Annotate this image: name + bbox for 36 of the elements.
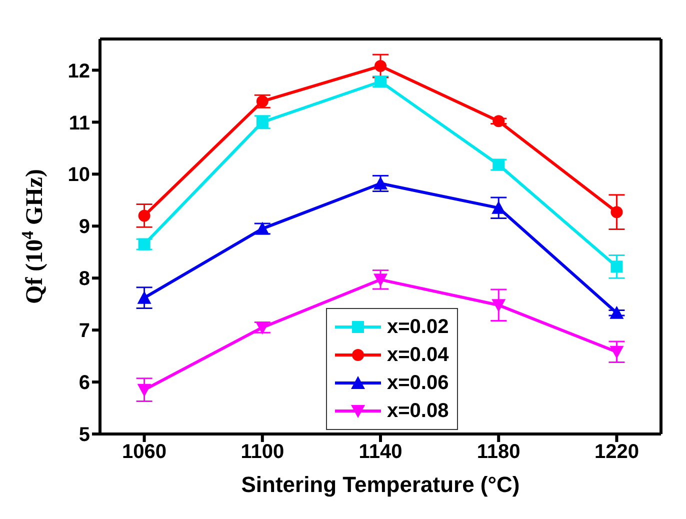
y-tick-label: 9 (78, 216, 90, 238)
point (374, 176, 388, 190)
y-tick-label: 5 (78, 424, 90, 446)
point (256, 116, 268, 128)
y-tick-label: 10 (68, 164, 90, 186)
y-tick-label: 12 (68, 60, 90, 82)
point (492, 200, 506, 214)
x-axis-title: Sintering Temperature (°C) (241, 472, 520, 497)
y-tick-label: 6 (78, 372, 90, 394)
point (256, 95, 268, 108)
legend-label: x=0.08 (387, 400, 449, 422)
point (610, 306, 624, 319)
legend-label: x=0.04 (387, 344, 449, 366)
y-tick-label: 8 (78, 268, 90, 290)
point (374, 274, 388, 287)
legend-label: x=0.06 (387, 372, 449, 394)
point (374, 76, 386, 88)
point (138, 238, 150, 250)
point (492, 158, 505, 171)
x-tick-label: 1220 (594, 441, 639, 464)
x-tick-label: 1140 (358, 441, 402, 464)
x-tick-label: 1060 (122, 441, 167, 464)
point (610, 260, 623, 273)
point (492, 299, 506, 312)
y-tick-label: 11 (68, 112, 90, 134)
point (138, 210, 150, 222)
point (374, 60, 386, 72)
x-tick-label: 1100 (240, 441, 284, 464)
point (137, 384, 152, 397)
x-tick-label: 1180 (476, 441, 520, 464)
legend-label: x=0.02 (387, 316, 449, 338)
point (610, 346, 624, 359)
point (610, 206, 623, 218)
point (137, 290, 152, 304)
y-tick-label: 7 (78, 320, 90, 342)
point (492, 115, 505, 128)
